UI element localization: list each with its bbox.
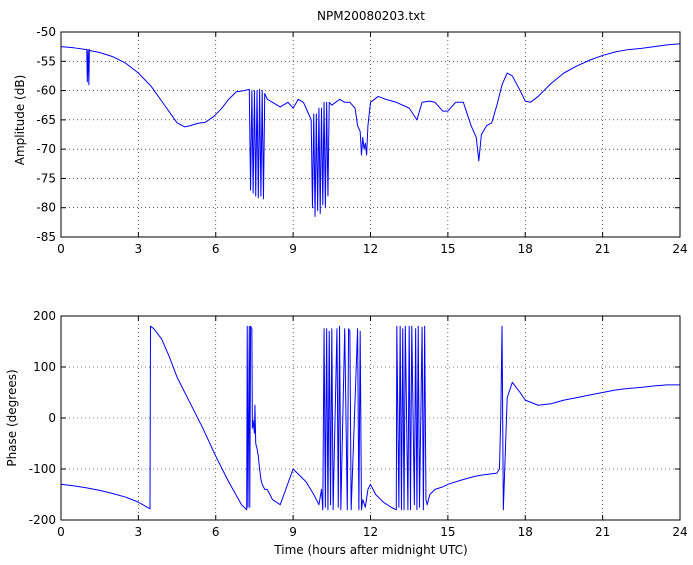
amplitude-y-tick-label: -55 <box>36 54 56 68</box>
amplitude-y-tick-label: -80 <box>36 201 56 215</box>
amplitude-y-tick-label: -65 <box>36 113 56 127</box>
amplitude-y-tick-label: -50 <box>36 25 56 39</box>
phase-x-tick-label: 3 <box>135 525 143 539</box>
amplitude-x-tick-label: 21 <box>595 242 610 256</box>
amplitude-x-tick-label: 3 <box>135 242 143 256</box>
amplitude-x-tick-label: 18 <box>518 242 533 256</box>
amplitude-axes: NPM20080203.txt Amplitude (dB) 0 3 6 9 12 15 1… <box>13 9 688 256</box>
phase-x-tick-label: 12 <box>363 525 378 539</box>
amplitude-title: NPM20080203.txt <box>317 9 425 23</box>
phase-x-tick-label: 9 <box>289 525 297 539</box>
phase-series-line <box>60 325 680 511</box>
amplitude-x-tick-label: 9 <box>289 242 297 256</box>
phase-x-tick-label: 24 <box>672 525 687 539</box>
amplitude-y-tick-label: -75 <box>36 171 56 185</box>
phase-y-tick-label: 0 <box>48 411 56 425</box>
amplitude-x-tick-label: 15 <box>440 242 455 256</box>
phase-x-tick-label: 21 <box>595 525 610 539</box>
phase-y-tick-label: 100 <box>33 360 56 374</box>
phase-x-tick-label: 6 <box>212 525 220 539</box>
amplitude-x-tick-label: 6 <box>212 242 220 256</box>
amplitude-plot-area <box>61 32 680 237</box>
phase-x-tick-label: 0 <box>57 525 65 539</box>
phase-axes: Phase (degrees) Time (hours after midnig… <box>5 309 688 557</box>
phase-plot-area <box>61 316 680 520</box>
phase-xlabel: Time (hours after midnight UTC) <box>273 543 467 557</box>
phase-x-tick-label: 18 <box>518 525 533 539</box>
amplitude-y-tick-label: -70 <box>36 142 56 156</box>
amplitude-x-tick-label: 12 <box>363 242 378 256</box>
phase-y-tick-label: -200 <box>29 513 56 527</box>
amplitude-x-tick-label: 24 <box>672 242 687 256</box>
phase-ylabel: Phase (degrees) <box>5 369 19 466</box>
amplitude-y-tick-label: -85 <box>36 230 56 244</box>
amplitude-x-tick-label: 0 <box>57 242 65 256</box>
phase-x-tick-label: 15 <box>440 525 455 539</box>
phase-y-tick-label: 200 <box>33 309 56 323</box>
amplitude-series-line <box>60 43 681 217</box>
amplitude-y-tick-label: -60 <box>36 84 56 98</box>
phase-y-tick-label: -100 <box>29 462 56 476</box>
amplitude-ylabel: Amplitude (dB) <box>13 75 27 166</box>
